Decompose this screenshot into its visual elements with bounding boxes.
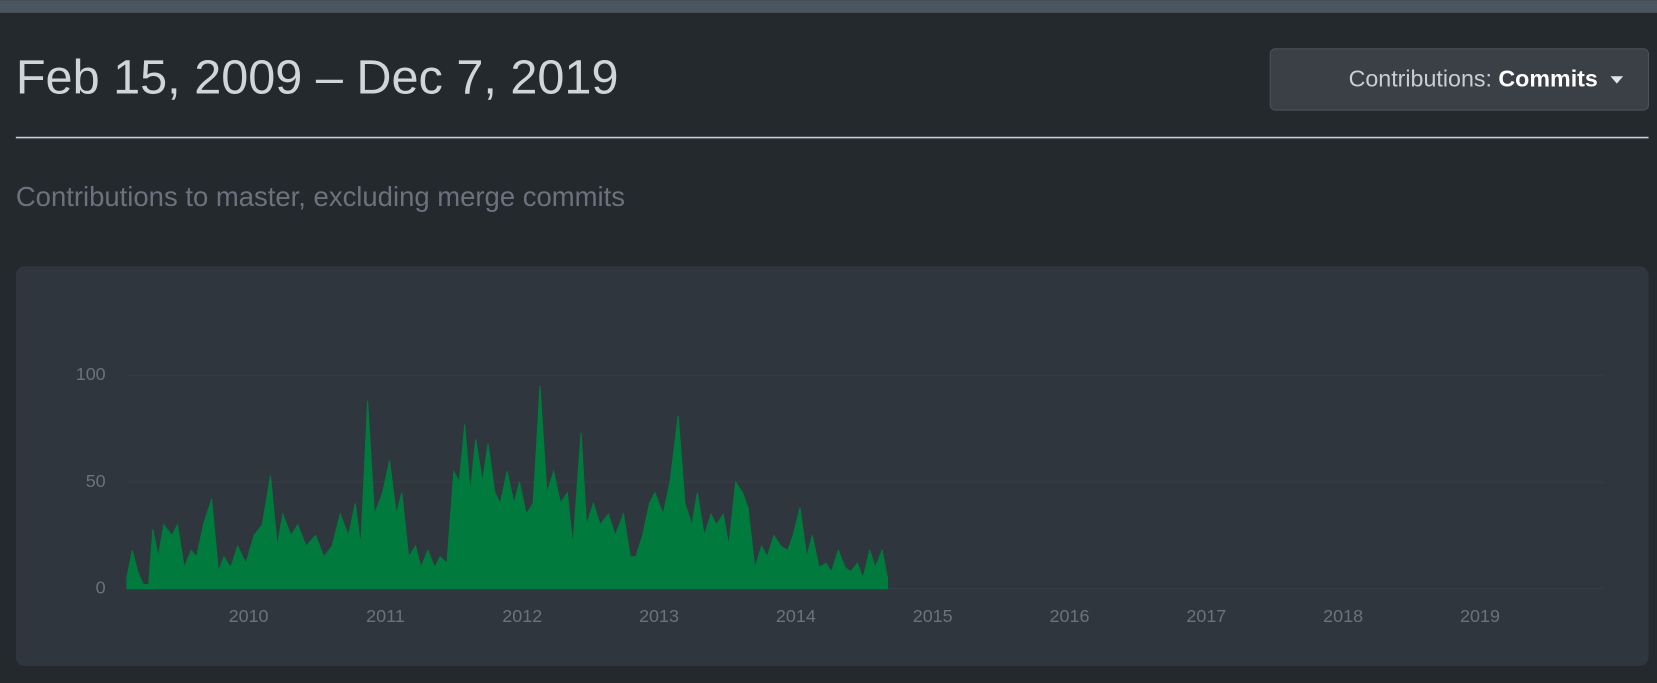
x-tick-label: 2019 <box>1460 606 1500 626</box>
x-tick-label: 2011 <box>366 606 405 626</box>
x-tick-label: 2014 <box>776 606 816 626</box>
top-strip <box>0 0 1657 13</box>
x-tick-label: 2018 <box>1323 606 1363 626</box>
x-tick-label: 2016 <box>1050 606 1090 626</box>
x-tick-label: 2015 <box>913 606 953 626</box>
subtitle: Contributions to master, excluding merge… <box>16 181 625 212</box>
date-range-title: Feb 15, 2009 – Dec 7, 2019 <box>16 50 619 104</box>
x-tick-label: 2012 <box>502 606 542 626</box>
x-tick-label: 2017 <box>1186 606 1226 626</box>
y-tick-label: 50 <box>86 471 106 491</box>
x-tick-label: 2010 <box>229 606 269 626</box>
caret[interactable] <box>1610 76 1624 84</box>
button-label[interactable]: Contributions: <box>1349 66 1492 92</box>
y-tick-label: 100 <box>76 364 106 384</box>
y-tick-label: 0 <box>96 578 106 598</box>
button-value[interactable]: Commits <box>1498 66 1597 92</box>
x-tick-label: 2013 <box>639 606 679 626</box>
area <box>126 385 889 590</box>
button-bg[interactable] <box>1269 48 1650 111</box>
plot: 0 50 100 2010 2011 2012 2013 2014 2015 2016 2017 20… <box>76 364 1604 626</box>
button-text[interactable]: Contributions: Commits <box>1349 66 1598 92</box>
contributions-button[interactable]: Contributions: Commits <box>1269 48 1650 111</box>
